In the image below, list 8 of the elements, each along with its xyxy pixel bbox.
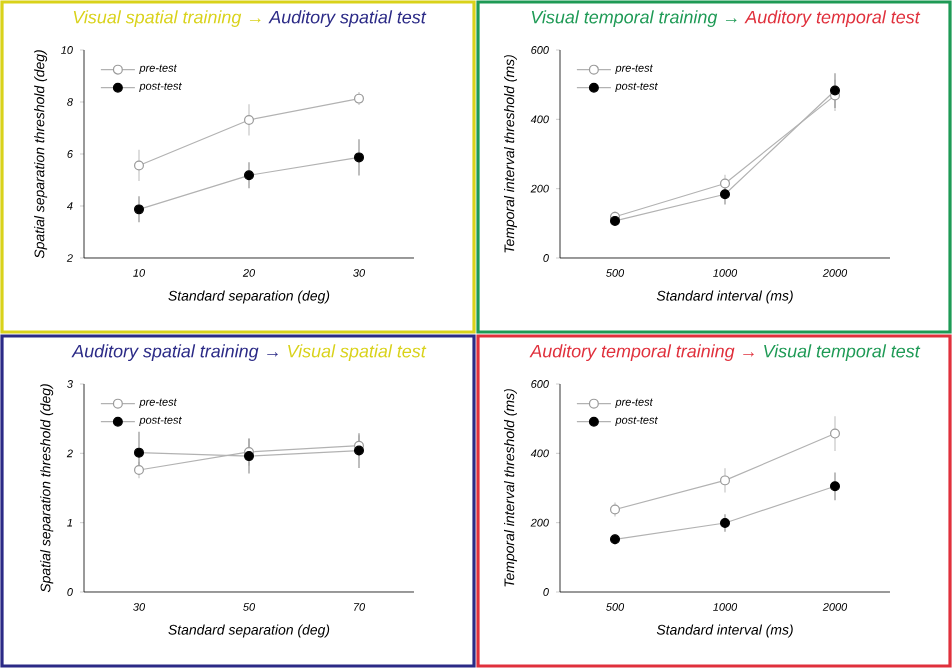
chart-subtitle: Auditory temporal test xyxy=(744,10,921,27)
chart-subtitle: Auditory spatial test xyxy=(268,10,427,28)
chart-title: Visual spatial training → xyxy=(73,10,261,28)
chart-title: Visual temporal training → xyxy=(531,10,737,27)
chart-subtitle: Visual temporal test xyxy=(764,344,921,361)
chart-title: Auditory temporal training → xyxy=(529,344,754,361)
chart-title: Auditory spatial training → xyxy=(71,344,278,361)
chart-subtitle: Visual spatial test xyxy=(288,344,427,361)
